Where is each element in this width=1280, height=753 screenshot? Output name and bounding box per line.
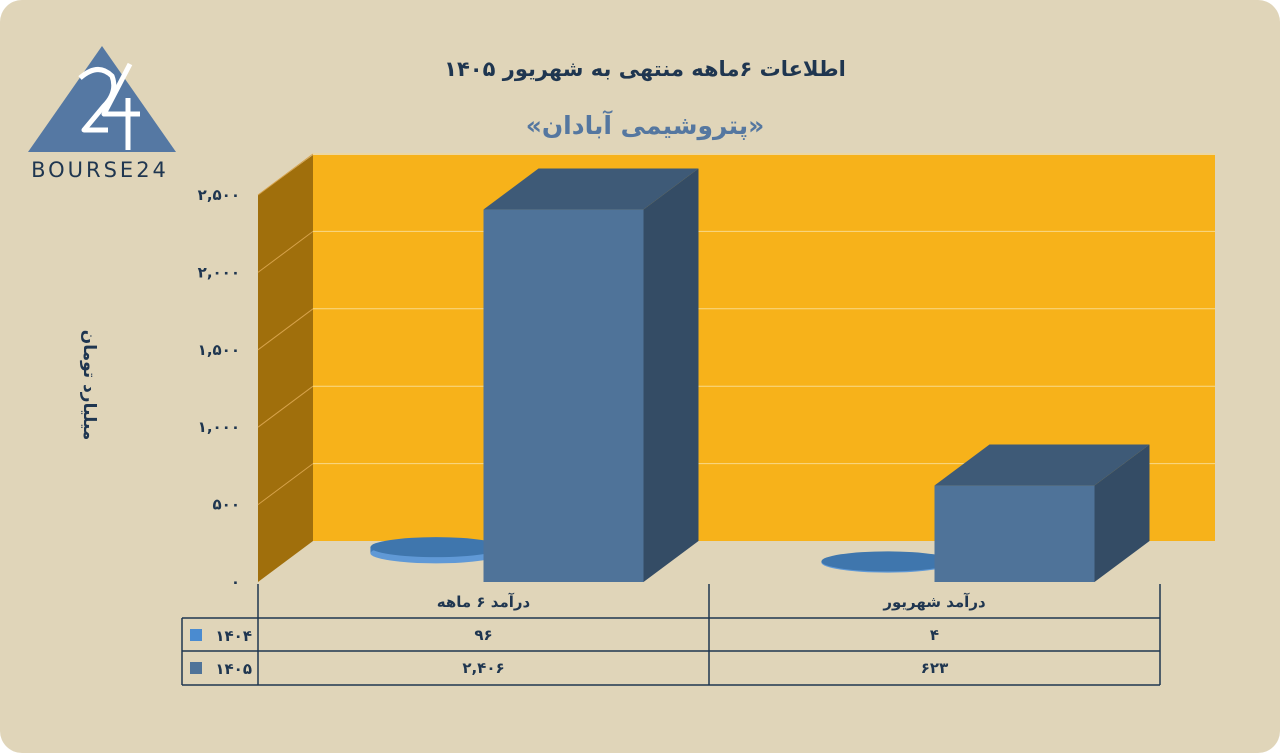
chart-title: اطلاعات ۶ماهه منتهی به شهریور ۱۴۰۵ [444,57,846,81]
data-label: ۶۲۳ [921,659,948,677]
bar-series1 [370,537,502,558]
y-tick-label: ۱,۵۰۰ [198,341,240,359]
bar-series1 [821,551,953,572]
category-label: درآمد ۶ ماهه [437,593,531,611]
legend-key [190,629,202,641]
legend-key [190,662,202,674]
gridline-side [257,308,314,351]
chart-subtitle: «پتروشیمی آبادان» [526,110,765,141]
y-tick-label: ۱,۰۰۰ [198,418,240,436]
y-axis-label: میلیارد تومان [79,330,99,441]
legend-series-name: ۱۴۰۵ [215,660,252,678]
legend-series-name: ۱۴۰۴ [215,627,252,645]
bars [370,168,1150,582]
bar-series2-top [483,168,699,210]
data-label: ۹۶ [474,626,492,644]
y-tick-label: ۲,۵۰۰ [198,186,240,204]
logo-digit-2 [78,67,117,133]
data-label: ۲,۴۰۶ [462,659,504,677]
gridline-side [257,230,314,273]
y-axis-ticks: ۰ ۵۰۰ ۱,۰۰۰ ۱,۵۰۰ ۲,۰۰۰ ۲,۵۰۰ [198,186,240,591]
bourse24-logo: BOURSE24 [28,46,176,182]
gridline-side [257,385,314,428]
data-label: ۴ [930,626,939,644]
logo-text: BOURSE24 [31,158,169,182]
gridline-side [257,463,314,506]
gridline-side [257,153,314,196]
y-tick-label: ۰ [231,573,240,591]
bar-series2 [483,209,644,582]
y-tick-label: ۲,۰۰۰ [198,263,240,281]
gridlines [257,153,1215,506]
category-label: درآمد شهریور [882,593,986,611]
y-tick-label: ۵۰۰ [213,496,240,514]
bar-series2-side [643,168,699,582]
logo-triangle [28,46,176,152]
bar-series2-top [934,444,1150,486]
plot-side-wall [258,155,313,582]
bar-series2 [934,485,1095,582]
bar-series2-side [1094,444,1150,582]
data-table: درآمد ۶ ماهه ۹۶ ۲,۴۰۶ درآمد شهریور ۴ ۶۲۳ ۱۴۰۴ ۱… [181,584,1161,686]
logo-digit-4 [101,62,140,150]
